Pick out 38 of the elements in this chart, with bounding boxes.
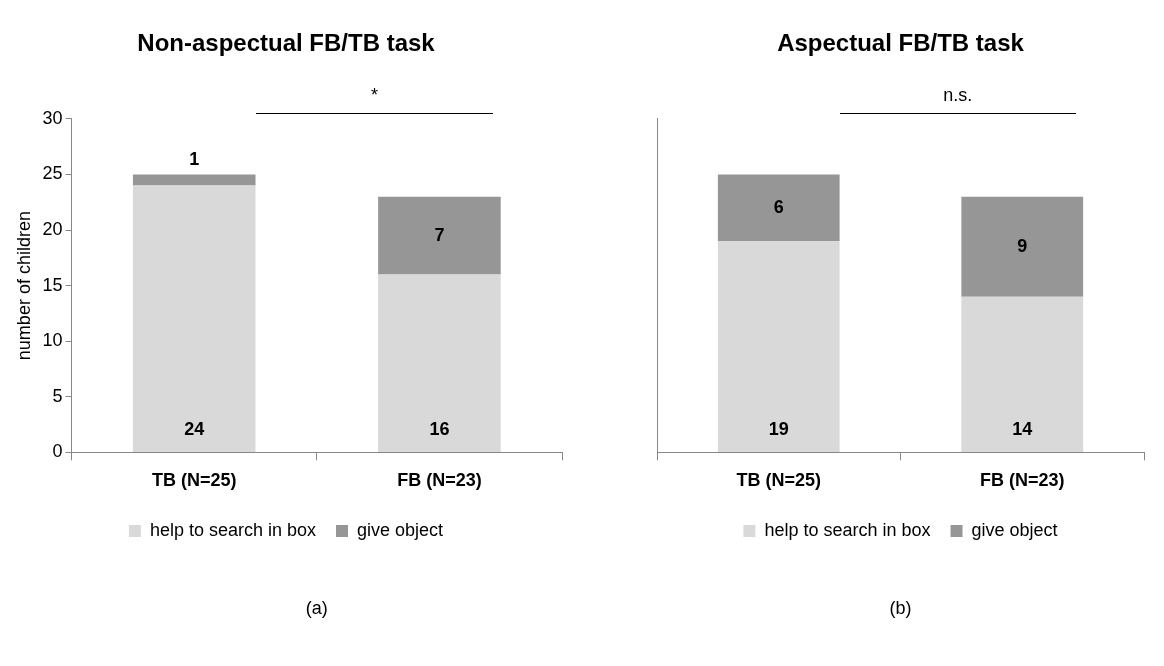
y-tick-label: 15 (42, 274, 63, 295)
x-tick-label: FB (N=23) (979, 470, 1065, 491)
data-label: 24 (184, 418, 205, 439)
chart-title: Aspectual FB/TB task (777, 29, 1025, 57)
y-tick-label: 0 (52, 441, 63, 462)
data-label: 9 (1017, 235, 1028, 256)
legend-label: help to search in box (764, 519, 931, 540)
y-tick-label: 30 (42, 107, 63, 128)
text: (a) (305, 598, 328, 619)
data-label: 1 (189, 149, 200, 170)
y-axis-title: number of children (13, 211, 34, 361)
data-label: 6 (773, 196, 784, 217)
bar (378, 196, 501, 275)
x-tick-label: FB (N=23) (397, 470, 482, 491)
bar (378, 274, 501, 452)
chart-title: Non-aspectual FB/TB task (137, 29, 436, 57)
y-tick-label: 10 (42, 330, 63, 351)
y-tick-label: 5 (52, 385, 63, 406)
bar (132, 185, 256, 452)
legend-label: give object (971, 519, 1058, 540)
text: * (370, 84, 378, 106)
data-label: 16 (429, 418, 450, 439)
text: (b) (889, 598, 912, 619)
data-label: 19 (768, 418, 789, 439)
text: n.s. (943, 84, 973, 106)
data-label: 14 (1012, 418, 1033, 439)
x-tick-label: TB (N=25) (736, 470, 822, 491)
legend-label: give object (357, 519, 444, 540)
data-label: 7 (434, 224, 445, 245)
bar (717, 174, 840, 242)
x-tick-label: TB (N=25) (151, 470, 237, 491)
bar (961, 296, 1084, 452)
y-tick-label: 25 (42, 163, 63, 184)
bar (961, 196, 1084, 297)
legend-label: help to search in box (149, 519, 317, 540)
bar (717, 241, 840, 452)
y-tick-label: 20 (42, 218, 63, 239)
bar (132, 174, 256, 186)
